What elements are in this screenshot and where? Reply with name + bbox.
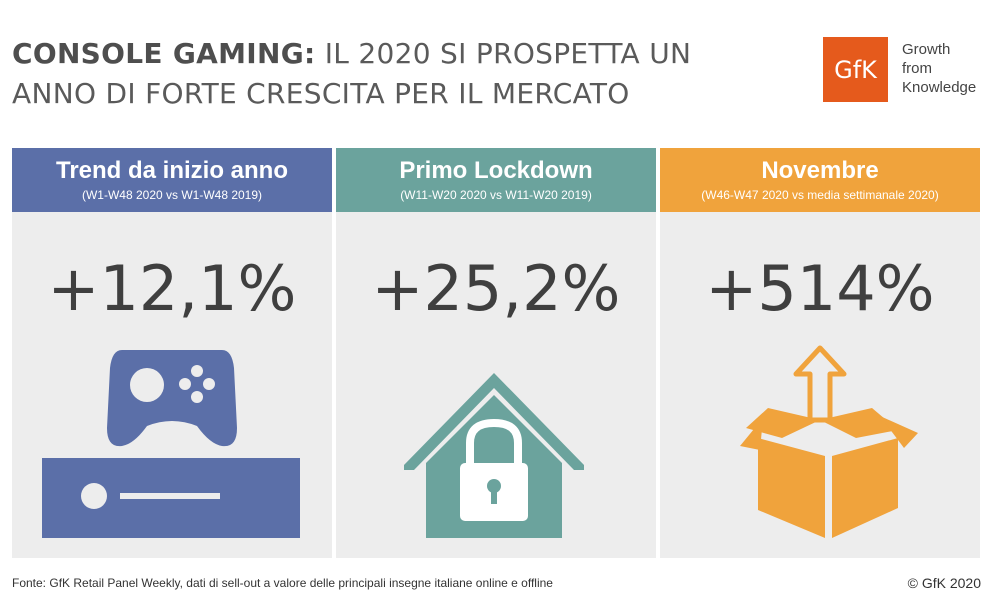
card-value: +12,1%	[47, 252, 297, 325]
card-header: Primo Lockdown (W11-W20 2020 vs W11-W20 …	[336, 148, 656, 212]
title-line-1: CONSOLE GAMING: IL 2020 SI PROSPETTA UN	[12, 34, 772, 74]
card-november: Novembre (W46-W47 2020 vs media settiman…	[660, 148, 980, 558]
card-header: Trend da inizio anno (W1-W48 2020 vs W1-…	[12, 148, 332, 212]
open-box-arrow-icon	[740, 345, 918, 538]
house-lock-icon	[404, 373, 584, 538]
card-subtitle: (W46-W47 2020 vs media settimanale 2020)	[701, 188, 939, 202]
card-title: Novembre	[761, 157, 879, 184]
logo-tagline: Growth from Knowledge	[902, 40, 976, 97]
gfk-logo: GfK	[823, 37, 888, 102]
page-title: CONSOLE GAMING: IL 2020 SI PROSPETTA UN …	[12, 34, 772, 114]
card-value: +25,2%	[371, 252, 621, 325]
title-line-2: ANNO DI FORTE CRESCITA PER IL MERCATO	[12, 77, 630, 110]
copyright: © GfK 2020	[907, 575, 981, 591]
logo-mark: GfK	[834, 55, 877, 84]
tagline-line-3: Knowledge	[902, 79, 977, 96]
card-value: +514%	[705, 252, 935, 325]
source-note: Fonte: GfK Retail Panel Weekly, dati di …	[12, 576, 553, 590]
tagline-line-2: from	[902, 60, 932, 77]
card-lockdown: Primo Lockdown (W11-W20 2020 vs W11-W20 …	[336, 148, 656, 558]
game-console-icon	[42, 350, 300, 538]
tagline-line-1: Growth	[902, 41, 951, 58]
card-subtitle: (W11-W20 2020 vs W11-W20 2019)	[400, 188, 592, 202]
title-bold: CONSOLE GAMING:	[12, 37, 316, 70]
card-header: Novembre (W46-W47 2020 vs media settiman…	[660, 148, 980, 212]
card-title: Trend da inizio anno	[55, 157, 288, 184]
title-rest: IL 2020 SI PROSPETTA UN	[324, 37, 692, 70]
card-trend: Trend da inizio anno (W1-W48 2020 vs W1-…	[12, 148, 332, 558]
card-subtitle: (W1-W48 2020 vs W1-W48 2019)	[81, 188, 263, 202]
card-title: Primo Lockdown	[399, 157, 593, 184]
